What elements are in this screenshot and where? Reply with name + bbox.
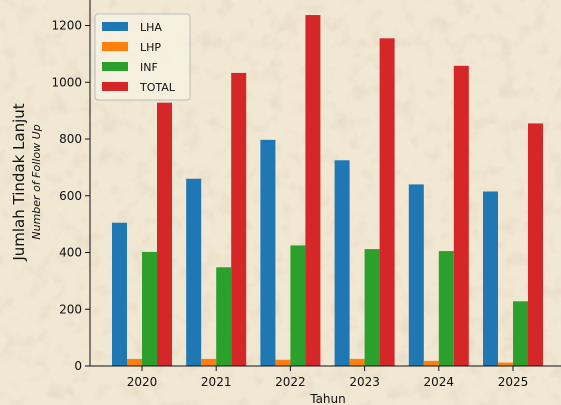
x-tick-label: 2023 <box>349 375 380 389</box>
x-tick-label: 2021 <box>201 375 232 389</box>
bar-total-2022 <box>305 15 321 366</box>
bar-lhp-2025 <box>498 362 513 366</box>
bar-lha-2025 <box>483 191 498 366</box>
bar-lha-2022 <box>260 139 276 366</box>
legend-label-inf: INF <box>140 61 158 74</box>
bar-lha-2023 <box>334 160 350 366</box>
x-tick-label: 2022 <box>275 375 306 389</box>
bar-lhp-2024 <box>423 360 439 366</box>
bar-lhp-2021 <box>201 358 217 366</box>
y-ticks: 0 200 400 600 800 1000 1200 <box>51 19 90 373</box>
legend-swatch-lha <box>102 22 128 31</box>
legend-label-total: TOTAL <box>139 81 176 94</box>
bar-lha-2020 <box>112 222 127 366</box>
legend-swatch-lhp <box>102 42 128 51</box>
y-tick-label: 1200 <box>51 19 82 33</box>
y-tick-label: 800 <box>59 132 82 146</box>
bar-lhp-2023 <box>349 358 365 366</box>
legend: LHA LHP INF TOTAL <box>94 13 191 101</box>
bar-total-2025 <box>528 123 543 366</box>
bar-lha-2024 <box>408 184 424 366</box>
legend-swatch-total <box>102 82 128 91</box>
bar-inf-2025 <box>513 301 528 366</box>
legend-box <box>94 13 191 101</box>
legend-swatch-inf <box>102 62 128 71</box>
legend-items: LHA LHP INF TOTAL <box>102 21 176 94</box>
axes <box>89 0 561 367</box>
bars-group <box>112 15 543 367</box>
bar-inf-2021 <box>216 267 232 366</box>
x-tick-label: 2025 <box>498 375 529 389</box>
bar-lha-2021 <box>186 178 202 366</box>
bar-inf-2022 <box>290 245 306 366</box>
bar-lhp-2022 <box>275 359 291 366</box>
bar-total-2020 <box>157 102 172 367</box>
x-axis-title: Tahun <box>309 392 346 405</box>
bar-inf-2020 <box>142 251 157 366</box>
bar-total-2023 <box>379 38 395 367</box>
y-tick-label: 600 <box>59 189 82 203</box>
bar-inf-2024 <box>438 251 454 366</box>
bar-inf-2023 <box>364 249 380 366</box>
bar-lhp-2020 <box>127 358 142 366</box>
bar-total-2021 <box>231 72 247 367</box>
y-axis-subtitle: Number of Follow Up <box>30 124 43 239</box>
y-tick-label: 400 <box>59 246 82 260</box>
x-tick-label: 2020 <box>127 375 158 389</box>
y-axis-title: Jumlah Tindak Lanjut <box>10 103 28 261</box>
y-tick-label: 0 <box>74 359 82 373</box>
legend-label-lhp: LHP <box>140 41 161 54</box>
y-tick-label: 200 <box>59 302 82 316</box>
x-ticks: 2020 2021 2022 2023 2024 2025 <box>127 366 529 389</box>
y-tick-label: 1000 <box>51 75 82 89</box>
bar-total-2024 <box>453 65 469 366</box>
legend-label-lha: LHA <box>140 21 162 34</box>
x-tick-label: 2024 <box>424 375 455 389</box>
